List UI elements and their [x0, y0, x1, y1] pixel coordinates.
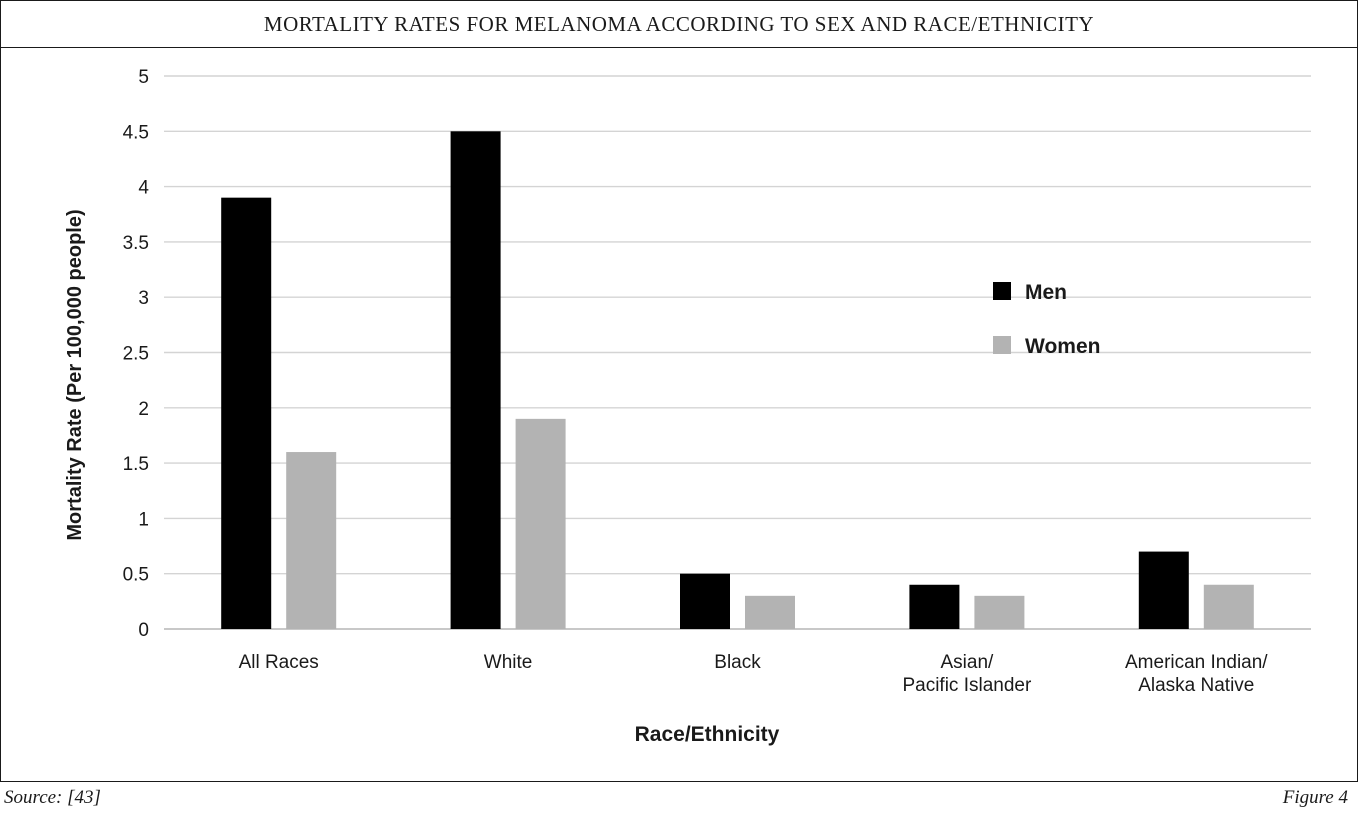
chart-title: MORTALITY RATES FOR MELANOMA ACCORDING T…	[1, 1, 1357, 48]
bars	[221, 131, 1254, 630]
y-tick-label: 0	[138, 620, 149, 641]
figure-number: Figure 4	[1282, 787, 1348, 808]
y-tick-label: 1	[138, 509, 149, 530]
y-tick-label: 4.5	[123, 122, 149, 143]
x-axis-ticks: All Races White Black Asian/Pacific Islande…	[239, 652, 1269, 696]
y-tick-label: 3	[138, 288, 149, 309]
source-note: Source: [43]	[4, 787, 101, 808]
x-tick-label-line: American Indian/	[1125, 652, 1268, 673]
legend-swatch-men	[993, 282, 1011, 300]
bar-women	[286, 452, 337, 629]
y-tick-label: 1.5	[123, 454, 149, 475]
x-axis-label: Race/Ethnicity	[635, 723, 780, 746]
bar-men	[1138, 551, 1189, 629]
bar-men	[221, 197, 272, 629]
x-tick-label: American Indian/Alaska Native	[1125, 652, 1268, 696]
y-tick-label: 4	[138, 178, 149, 199]
x-tick-label: Asian/Pacific Islander	[902, 652, 1032, 696]
figure-footer: Source: [43] Figure 4	[0, 783, 1358, 817]
figure-frame: MORTALITY RATES FOR MELANOMA ACCORDING T…	[0, 0, 1358, 782]
x-tick-label-line: White	[484, 652, 533, 673]
y-axis-ticks: 0 0.5 1 1.5 2 2.5 3 3.5 4 4.5 5	[123, 67, 150, 641]
bar-women	[515, 418, 566, 629]
bar-women	[1203, 584, 1254, 629]
x-tick-label-line: Asian/	[940, 652, 994, 673]
legend: Men Women	[993, 281, 1100, 358]
legend-label-women: Women	[1025, 335, 1100, 358]
bar-women	[974, 595, 1025, 629]
y-tick-label: 2.5	[123, 344, 149, 365]
y-tick-label: 3.5	[123, 233, 149, 254]
x-tick-label-line: Pacific Islander	[902, 675, 1032, 696]
legend-label-men: Men	[1025, 281, 1067, 304]
x-tick-label: White	[484, 652, 533, 673]
y-tick-label: 2	[138, 399, 149, 420]
bar-men	[680, 573, 730, 629]
legend-swatch-women	[993, 336, 1011, 354]
x-tick-label: Black	[714, 652, 761, 673]
x-tick-label-line: Black	[714, 652, 761, 673]
y-tick-label: 0.5	[123, 565, 149, 586]
bar-women	[745, 595, 795, 629]
gridlines	[164, 75, 1311, 630]
bar-men	[909, 584, 960, 629]
x-tick-label-line: Alaska Native	[1138, 675, 1254, 696]
y-axis-label: Mortality Rate (Per 100,000 people)	[64, 209, 86, 540]
x-tick-label-line: All Races	[239, 652, 319, 673]
bar-chart: 0 0.5 1 1.5 2 2.5 3 3.5 4 4.5 5 All Races White Blac…	[64, 67, 1311, 746]
y-tick-label: 5	[138, 67, 149, 88]
x-tick-label: All Races	[239, 652, 319, 673]
bar-men	[450, 131, 501, 630]
